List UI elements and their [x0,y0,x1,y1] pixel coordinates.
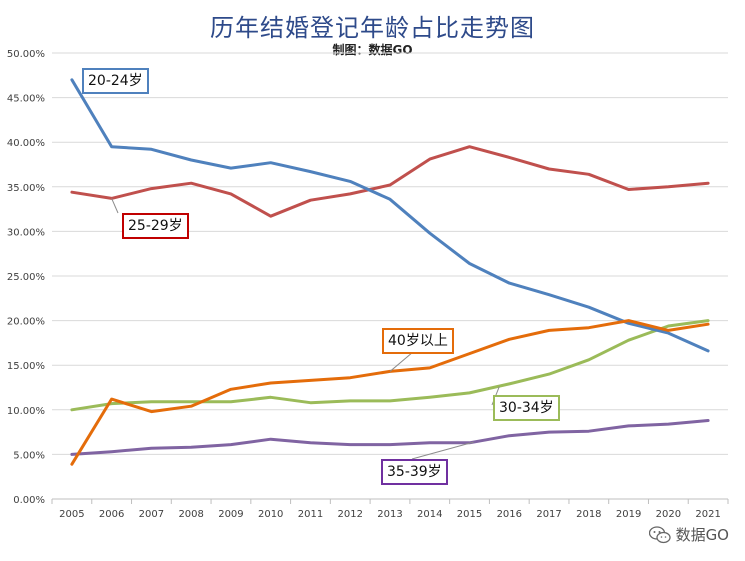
y-tick-label: 45.00% [7,94,45,105]
series-line-35-39岁 [70,419,710,456]
x-tick-label: 2014 [417,509,442,520]
wechat-icon [648,525,671,543]
series-lines [70,78,710,466]
series-label-30-34: 30-34岁 [493,395,560,421]
y-tick-label: 50.00% [7,49,45,60]
y-tick-label: 10.00% [7,406,45,417]
watermark: 数据GO [646,524,731,545]
y-tick-label: 15.00% [7,361,45,372]
x-tick-label: 2021 [695,509,720,520]
x-tick-label: 2007 [139,509,164,520]
x-tick-label: 2019 [616,509,641,520]
series-label-35-39: 35-39岁 [381,459,448,485]
gridlines [52,52,728,455]
y-tick-label: 20.00% [7,317,45,328]
series-line-25-29岁 [70,145,710,218]
x-tick-label: 2012 [338,509,363,520]
x-tick-label: 2006 [99,509,124,520]
x-tick-label: 2008 [178,509,203,520]
x-tick-label: 2009 [218,509,243,520]
x-tick-label: 2015 [457,509,482,520]
series-label-40-plus: 40岁以上 [382,328,454,354]
axes: 0.00% 5.00% 10.00% 15.00% 20.00% 25.00% 30.00%… [7,49,729,520]
x-tick-label: 2020 [656,509,681,520]
x-tick-label: 2013 [377,509,402,520]
callout-leader [389,351,414,372]
chart-title: 历年结婚登记年龄占比走势图 [210,14,535,42]
x-tick-label: 2017 [536,509,561,520]
series-line-20-24岁 [70,78,710,353]
x-tick-label: 2010 [258,509,283,520]
x-tick-label: 2016 [497,509,522,520]
x-tick-label: 2005 [59,509,84,520]
y-tick-label: 30.00% [7,227,45,238]
x-tick-label: 2018 [576,509,601,520]
y-tick-label: 25.00% [7,272,45,283]
callout-leader [111,198,119,214]
series-label-25-29: 25-29岁 [122,213,189,239]
y-tick-label: 5.00% [13,450,45,461]
callout-leader [411,441,474,460]
series-label-20-24: 20-24岁 [82,68,149,94]
series-line-30-34岁 [70,319,710,412]
watermark-text: 数据GO [675,526,729,544]
y-tick-label: 35.00% [7,183,45,194]
y-tick-label: 0.00% [13,495,45,506]
y-tick-label: 40.00% [7,138,45,149]
x-tick-label: 2011 [298,509,323,520]
